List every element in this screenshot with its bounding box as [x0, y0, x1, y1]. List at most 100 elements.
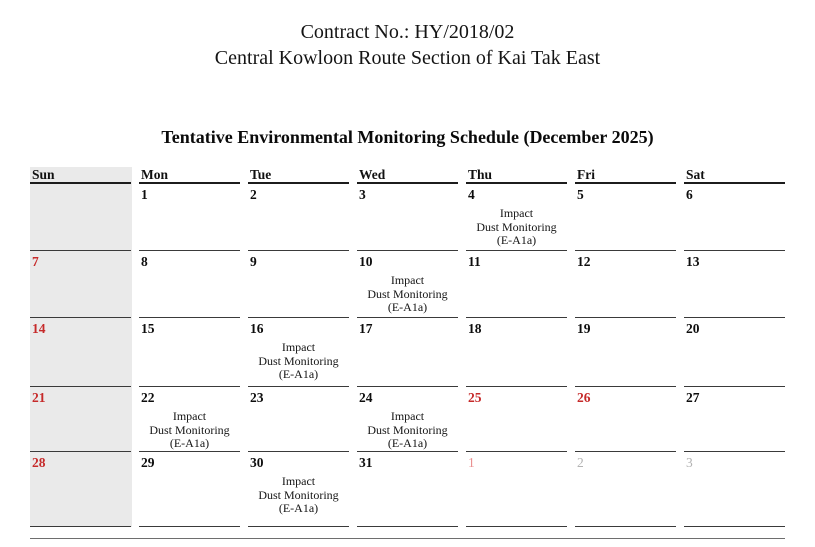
calendar-day-cell: 1	[139, 184, 240, 251]
contract-number: Contract No.: HY/2018/02	[300, 21, 515, 43]
monitoring-activity-line: (E-A1a)	[278, 367, 319, 381]
calendar-day-cell: 2	[575, 452, 676, 527]
calendar-day-cell: 31	[357, 452, 458, 527]
calendar-day-cell: 25	[466, 387, 567, 452]
day-number: 6	[686, 187, 693, 202]
monitoring-activity-line: Dust Monitoring	[258, 353, 339, 368]
calendar-day-cell: 21	[30, 387, 131, 452]
day-number: 16	[250, 321, 264, 336]
calendar-day-cell: 13	[684, 251, 785, 318]
monitoring-activity: Impact Dust Monitoring (E-A1a)	[466, 206, 567, 248]
day-number: 14	[32, 321, 46, 336]
calendar-day-cell: 24 Impact Dust Monitoring (E-A1a)	[357, 387, 458, 452]
monitoring-activity: Impact Dust Monitoring (E-A1a)	[357, 409, 458, 451]
monitoring-activity-line: (E-A1a)	[169, 436, 210, 450]
monitoring-activity: Impact Dust Monitoring (E-A1a)	[357, 273, 458, 315]
day-number: 10	[359, 254, 373, 269]
calendar-day-cell: 17	[357, 318, 458, 387]
calendar-day-cell: 30 Impact Dust Monitoring (E-A1a)	[248, 452, 349, 527]
weekday-header-thu: Thu	[466, 167, 567, 184]
calendar-day-cell: 28	[30, 452, 131, 527]
calendar-day-cell: 22 Impact Dust Monitoring (E-A1a)	[139, 387, 240, 452]
monitoring-activity-line: (E-A1a)	[278, 501, 319, 515]
calendar-day-cell: 15	[139, 318, 240, 387]
day-number: 7	[32, 254, 39, 269]
day-number: 15	[141, 321, 155, 336]
day-number: 29	[141, 455, 155, 470]
day-number: 30	[250, 455, 264, 470]
day-number: 26	[577, 390, 591, 405]
day-number: 2	[577, 455, 584, 470]
calendar-day-cell: 3	[357, 184, 458, 251]
monitoring-activity-line: (E-A1a)	[387, 436, 428, 450]
monitoring-activity-line: Impact	[390, 273, 425, 287]
day-number: 13	[686, 254, 700, 269]
day-number: 11	[468, 254, 481, 269]
monitoring-calendar: Sun Mon Tue Wed Thu Fri Sat 1 2 3 4 Impact Dust Moni…	[30, 167, 785, 547]
day-number: 28	[32, 455, 46, 470]
day-number: 27	[686, 390, 700, 405]
monitoring-activity-line: Impact	[281, 474, 316, 488]
day-number: 21	[32, 390, 46, 405]
day-number: 5	[577, 187, 584, 202]
day-number: 9	[250, 254, 257, 269]
calendar-day-cell: 3	[684, 452, 785, 527]
day-number: 24	[359, 390, 373, 405]
calendar-day-cell: 1	[466, 452, 567, 527]
day-number: 4	[468, 187, 475, 202]
monitoring-activity-line: Dust Monitoring	[258, 487, 339, 502]
calendar-bottom-rule	[30, 538, 785, 539]
weekday-header-wed: Wed	[357, 167, 458, 184]
document-header: Contract No.: HY/2018/02 Central Kowloon…	[0, 19, 815, 71]
weekday-header-tue: Tue	[248, 167, 349, 184]
day-number: 20	[686, 321, 700, 336]
weekday-header-fri: Fri	[575, 167, 676, 184]
calendar-grid: Sun Mon Tue Wed Thu Fri Sat 1 2 3 4 Impact Dust Moni…	[30, 167, 785, 527]
monitoring-activity-line: Dust Monitoring	[476, 219, 557, 234]
day-number: 31	[359, 455, 373, 470]
calendar-day-cell: 7	[30, 251, 131, 318]
monitoring-activity-line: (E-A1a)	[387, 300, 428, 314]
monitoring-activity-line: Impact	[390, 409, 425, 423]
calendar-day-cell: 20	[684, 318, 785, 387]
calendar-day-cell: 4 Impact Dust Monitoring (E-A1a)	[466, 184, 567, 251]
project-title: Central Kowloon Route Section of Kai Tak…	[214, 47, 601, 69]
monitoring-activity-line: Impact	[172, 409, 207, 423]
monitoring-activity: Impact Dust Monitoring (E-A1a)	[248, 474, 349, 516]
calendar-day-cell: 29	[139, 452, 240, 527]
calendar-day-cell: 19	[575, 318, 676, 387]
monitoring-activity-line: Impact	[281, 340, 316, 354]
calendar-day-cell: 8	[139, 251, 240, 318]
calendar-day-cell: 23	[248, 387, 349, 452]
monitoring-activity-line: Dust Monitoring	[367, 422, 448, 437]
day-number: 8	[141, 254, 148, 269]
day-number: 3	[359, 187, 366, 202]
monitoring-activity-line: (E-A1a)	[496, 233, 537, 247]
calendar-day-cell: 27	[684, 387, 785, 452]
day-number: 3	[686, 455, 693, 470]
calendar-day-cell: 2	[248, 184, 349, 251]
day-number: 23	[250, 390, 264, 405]
calendar-day-cell: 9	[248, 251, 349, 318]
weekday-header-sun: Sun	[30, 167, 131, 184]
day-number: 25	[468, 390, 482, 405]
schedule-title: Tentative Environmental Monitoring Sched…	[161, 127, 654, 147]
day-number: 1	[141, 187, 148, 202]
calendar-day-cell: 14	[30, 318, 131, 387]
calendar-day-cell: 10 Impact Dust Monitoring (E-A1a)	[357, 251, 458, 318]
monitoring-activity: Impact Dust Monitoring (E-A1a)	[139, 409, 240, 451]
monitoring-activity-line: Dust Monitoring	[367, 286, 448, 301]
calendar-day-cell: 11	[466, 251, 567, 318]
calendar-day-cell: 26	[575, 387, 676, 452]
calendar-day-cell: 12	[575, 251, 676, 318]
monitoring-activity-line: Dust Monitoring	[149, 422, 230, 437]
calendar-day-cell: 16 Impact Dust Monitoring (E-A1a)	[248, 318, 349, 387]
day-number: 18	[468, 321, 482, 336]
day-number: 22	[141, 390, 155, 405]
monitoring-activity-line: Impact	[499, 206, 534, 220]
weekday-header-mon: Mon	[139, 167, 240, 184]
day-number: 2	[250, 187, 257, 202]
calendar-day-cell: 18	[466, 318, 567, 387]
day-number: 12	[577, 254, 591, 269]
